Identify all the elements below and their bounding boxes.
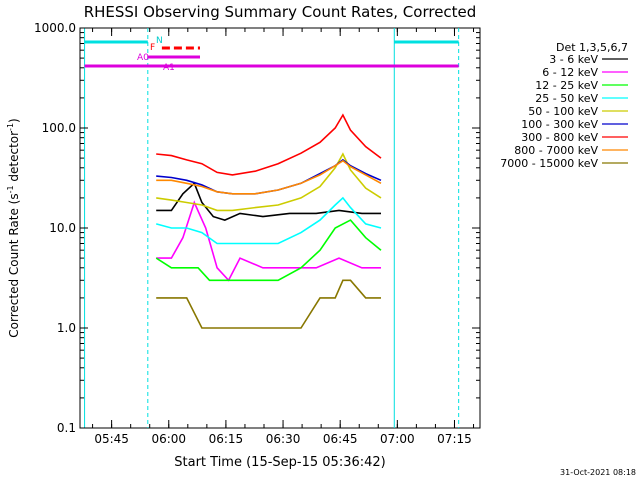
flare-label: F [150,43,155,53]
y-axis-label-main: Corrected Count Rate (s [7,193,21,337]
generation-timestamp: 31-Oct-2021 08:18 [560,468,636,477]
y-tick-label: 1.0 [57,321,76,335]
legend-label: 800 - 7000 keV [514,144,598,157]
legend-label: 6 - 12 keV [542,66,598,79]
chart-title: RHESSI Observing Summary Count Rates, Co… [84,3,477,21]
legend-label: 12 - 25 keV [535,79,598,92]
x-tick-label: 07:15 [437,432,472,446]
y-tick-label: 10.0 [49,221,76,235]
y-axis-label: Corrected Count Rate (s-1 detector-1) [6,118,21,337]
y-axis-label-sup1: -1 [6,185,15,193]
y-axis-label-mid: detector [7,131,21,186]
y-axis-label-sup2: -1 [6,123,15,131]
y-tick-label: 0.1 [57,421,76,435]
night-label: N [156,36,163,46]
y-tick-label: 1000.0 [34,21,76,35]
series-line-1 [156,200,381,282]
x-tick-label: 07:00 [380,432,415,446]
x-tick-label: 06:00 [151,432,186,446]
attenuator-a1-label: A1 [163,63,175,73]
series-line-8 [156,279,381,329]
x-tick-label: 06:15 [209,432,244,446]
x-tick-label: 05:45 [94,432,129,446]
legend-label: 100 - 300 keV [521,118,598,131]
legend-title: Det 1,3,5,6,7 [556,41,628,54]
legend-label: 3 - 6 keV [549,53,598,66]
x-tick-label: 06:30 [266,432,301,446]
plot-frame [79,27,481,429]
attenuator-a0-label: A0 [137,53,149,63]
x-tick-label: 06:45 [323,432,358,446]
x-axis-label: Start Time (15-Sep-15 05:36:42) [174,455,385,470]
legend-label: 7000 - 15000 keV [500,157,598,170]
legend-label: 50 - 100 keV [528,105,598,118]
y-tick-label: 100.0 [42,121,76,135]
series-line-6 [156,113,382,176]
y-axis-label-end: ) [7,118,21,123]
series-line-2 [155,219,382,282]
legend-label: 300 - 800 keV [521,131,598,144]
series-line-3 [155,196,382,245]
series-line-7 [156,159,382,195]
legend-label: 25 - 50 keV [535,92,598,105]
